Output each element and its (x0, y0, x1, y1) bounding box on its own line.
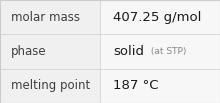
Text: (at STP): (at STP) (148, 47, 186, 56)
Text: molar mass: molar mass (11, 11, 80, 24)
Text: phase: phase (11, 45, 47, 58)
Text: solid: solid (113, 45, 144, 58)
Bar (100, 0, 220, 103)
Text: 407.25 g/mol: 407.25 g/mol (113, 11, 202, 24)
Text: melting point: melting point (11, 79, 90, 92)
Bar (0, 0, 100, 103)
Text: 187 °C: 187 °C (113, 79, 159, 92)
